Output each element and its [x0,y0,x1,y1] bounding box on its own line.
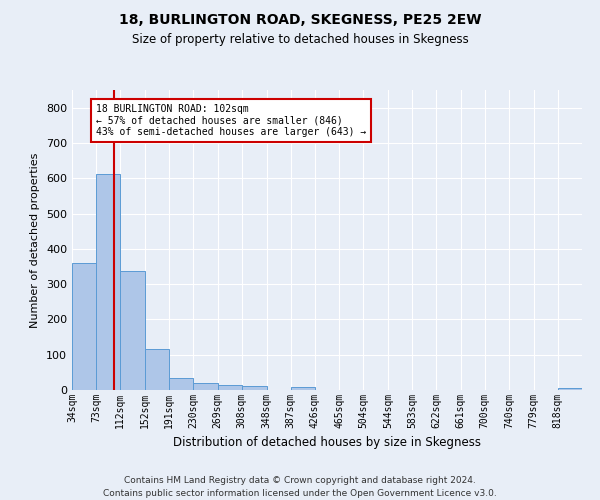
Bar [145,350,169,390]
Bar [121,270,145,390]
Text: Contains public sector information licensed under the Open Government Licence v3: Contains public sector information licen… [103,489,497,498]
X-axis label: Distribution of detached houses by size in Skegness: Distribution of detached houses by size … [173,436,481,450]
Text: Size of property relative to detached houses in Skegness: Size of property relative to detached ho… [131,32,469,46]
Bar [169,378,193,390]
Bar [291,387,315,390]
Bar [218,385,242,390]
Text: 18 BURLINGTON ROAD: 102sqm
← 57% of detached houses are smaller (846)
43% of sem: 18 BURLINGTON ROAD: 102sqm ← 57% of deta… [96,104,367,138]
Bar [72,263,96,390]
Bar [96,174,121,390]
Bar [193,383,218,390]
Y-axis label: Number of detached properties: Number of detached properties [31,152,40,328]
Bar [558,388,582,390]
Bar [242,386,266,390]
Text: Contains HM Land Registry data © Crown copyright and database right 2024.: Contains HM Land Registry data © Crown c… [124,476,476,485]
Text: 18, BURLINGTON ROAD, SKEGNESS, PE25 2EW: 18, BURLINGTON ROAD, SKEGNESS, PE25 2EW [119,12,481,26]
